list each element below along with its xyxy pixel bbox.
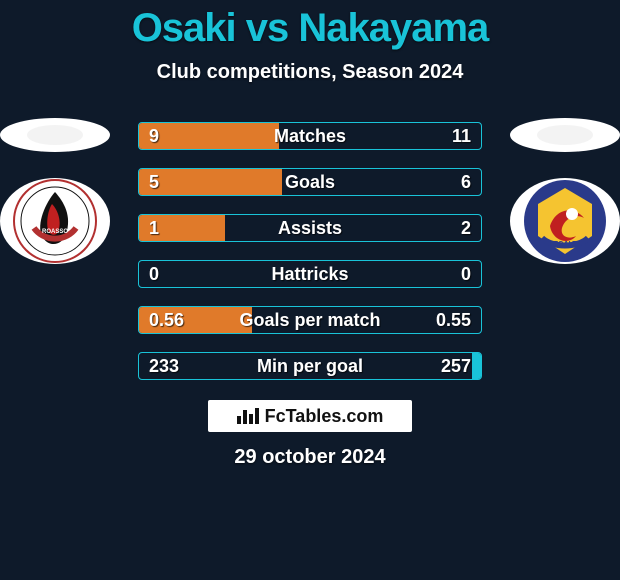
stat-left-value: 5: [149, 172, 159, 193]
stat-left-value: 0.56: [149, 310, 184, 331]
stat-left-value: 0: [149, 264, 159, 285]
stat-label: Min per goal: [257, 356, 363, 377]
stat-right-value: 6: [461, 172, 471, 193]
date-text: 29 october 2024: [0, 446, 620, 469]
player-badge-right: [510, 118, 620, 152]
brand-badge: FcTables.com: [208, 400, 412, 432]
stat-bars: 9 Matches 11 5 Goals 6 1 Assists 2 0 Hat…: [138, 122, 482, 380]
brand-text: FcTables.com: [265, 406, 384, 427]
stat-left-value: 233: [149, 356, 179, 377]
player-badge-left: [0, 118, 110, 152]
comparison-card: Osaki vs Nakayama Club competitions, Sea…: [0, 0, 620, 580]
stat-row: 5 Goals 6: [138, 168, 482, 196]
club-logo-right-icon: VEGALTA: [522, 178, 608, 264]
stat-right-value: 257: [441, 356, 471, 377]
club-logo-left-icon: ROASSO: [12, 178, 98, 264]
stat-right-value: 0.55: [436, 310, 471, 331]
stat-left-value: 9: [149, 126, 159, 147]
stat-label: Assists: [278, 218, 342, 239]
stat-left-fill: [139, 169, 282, 195]
stat-label: Goals: [285, 172, 335, 193]
stat-right-value: 2: [461, 218, 471, 239]
stat-row: 0.56 Goals per match 0.55: [138, 306, 482, 334]
subtitle: Club competitions, Season 2024: [0, 61, 620, 84]
brand-bars-icon: [237, 408, 259, 424]
stat-right-fill: [472, 353, 481, 379]
club-badge-right: VEGALTA: [510, 178, 620, 264]
club-text-left: ROASSO: [42, 229, 68, 235]
stat-row: 233 Min per goal 257: [138, 352, 482, 380]
stat-row: 9 Matches 11: [138, 122, 482, 150]
stat-right-value: 11: [452, 126, 471, 147]
stat-left-value: 1: [149, 218, 159, 239]
page-title: Osaki vs Nakayama: [0, 0, 620, 51]
player-silhouette-icon: [25, 123, 85, 147]
player-silhouette-icon: [535, 123, 595, 147]
stat-label: Goals per match: [239, 310, 380, 331]
club-badge-left: ROASSO: [0, 178, 110, 264]
stat-label: Hattricks: [271, 264, 348, 285]
club-text-right: VEGALTA: [549, 241, 581, 248]
stat-left-fill: [139, 123, 279, 149]
stat-row: 1 Assists 2: [138, 214, 482, 242]
stat-row: 0 Hattricks 0: [138, 260, 482, 288]
stat-right-value: 0: [461, 264, 471, 285]
stat-label: Matches: [274, 126, 346, 147]
